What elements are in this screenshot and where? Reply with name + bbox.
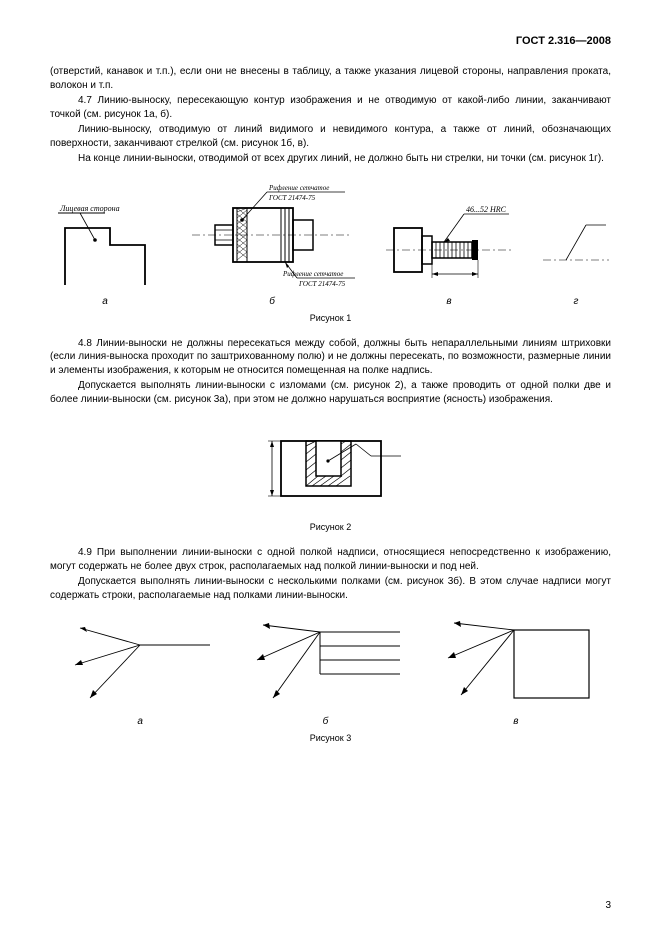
figure-1b-svg: Рифление сетчатое ГОСТ 21474-75 Рифление… [187,180,357,290]
fig1b-top2: ГОСТ 21474-75 [268,194,316,202]
paragraph-4: На конце линии-выноски, отводимой от все… [50,152,611,166]
figure-1v: 46...52 HRC в [384,200,514,307]
page-number: 3 [605,900,611,911]
figure-1a: Лицевая сторона а [50,200,160,307]
figure-3-caption: Рисунок 3 [50,733,611,743]
paragraph-7: 4.9 При выполнении линии-выноски с одной… [50,546,611,573]
figure-2-caption: Рисунок 2 [50,522,611,532]
paragraph-1: (отверстий, канавок и т.п.), если они не… [50,65,611,92]
figure-3b: б [245,620,405,727]
fig1b-label: б [269,296,275,307]
fig1v-label: в [446,296,451,307]
figure-3v-svg [436,620,596,710]
figure-1g-svg [541,200,611,290]
paragraph-3: Линию-выноску, отводимую от линий видимо… [50,123,611,150]
figure-3v: в [436,620,596,727]
figure-3a-svg [65,620,215,710]
figure-2-wrap [50,416,611,516]
paragraph-8: Допускается выполнять линии-выноски с не… [50,575,611,602]
fig1b-bot2: ГОСТ 21474-75 [298,280,346,288]
figure-3-row: а б [50,620,611,727]
fig3a-label: а [137,716,143,727]
paragraph-5: 4.8 Линии-выноски не должны пересекаться… [50,337,611,378]
fig3b-label: б [323,716,329,727]
figure-1-caption: Рисунок 1 [50,313,611,323]
page: ГОСТ 2.316—2008 (отверстий, канавок и т.… [0,0,661,936]
figure-3a: а [65,620,215,727]
figure-3b-svg [245,620,405,710]
fig1v-text: 46...52 HRC [466,205,507,214]
fig1b-top1: Рифление сетчатое [268,184,329,192]
figure-1-row: Лицевая сторона а [50,180,611,307]
figure-1v-svg: 46...52 HRC [384,200,514,290]
fig3v-label: в [513,716,518,727]
figure-1a-svg: Лицевая сторона [50,200,160,290]
fig1a-label: а [102,296,108,307]
paragraph-6: Допускается выполнять линии-выноски с из… [50,379,611,406]
figure-1b: Рифление сетчатое ГОСТ 21474-75 Рифление… [187,180,357,307]
doc-header: ГОСТ 2.316—2008 [50,35,611,47]
paragraph-2: 4.7 Линию-выноску, пересекающую контур и… [50,94,611,121]
figure-1g: г [541,200,611,307]
fig1a-text: Лицевая сторона [59,204,120,213]
figure-2-svg [256,416,406,516]
fig1g-label: г [574,296,579,307]
fig1b-bot1: Рифление сетчатое [282,270,343,278]
